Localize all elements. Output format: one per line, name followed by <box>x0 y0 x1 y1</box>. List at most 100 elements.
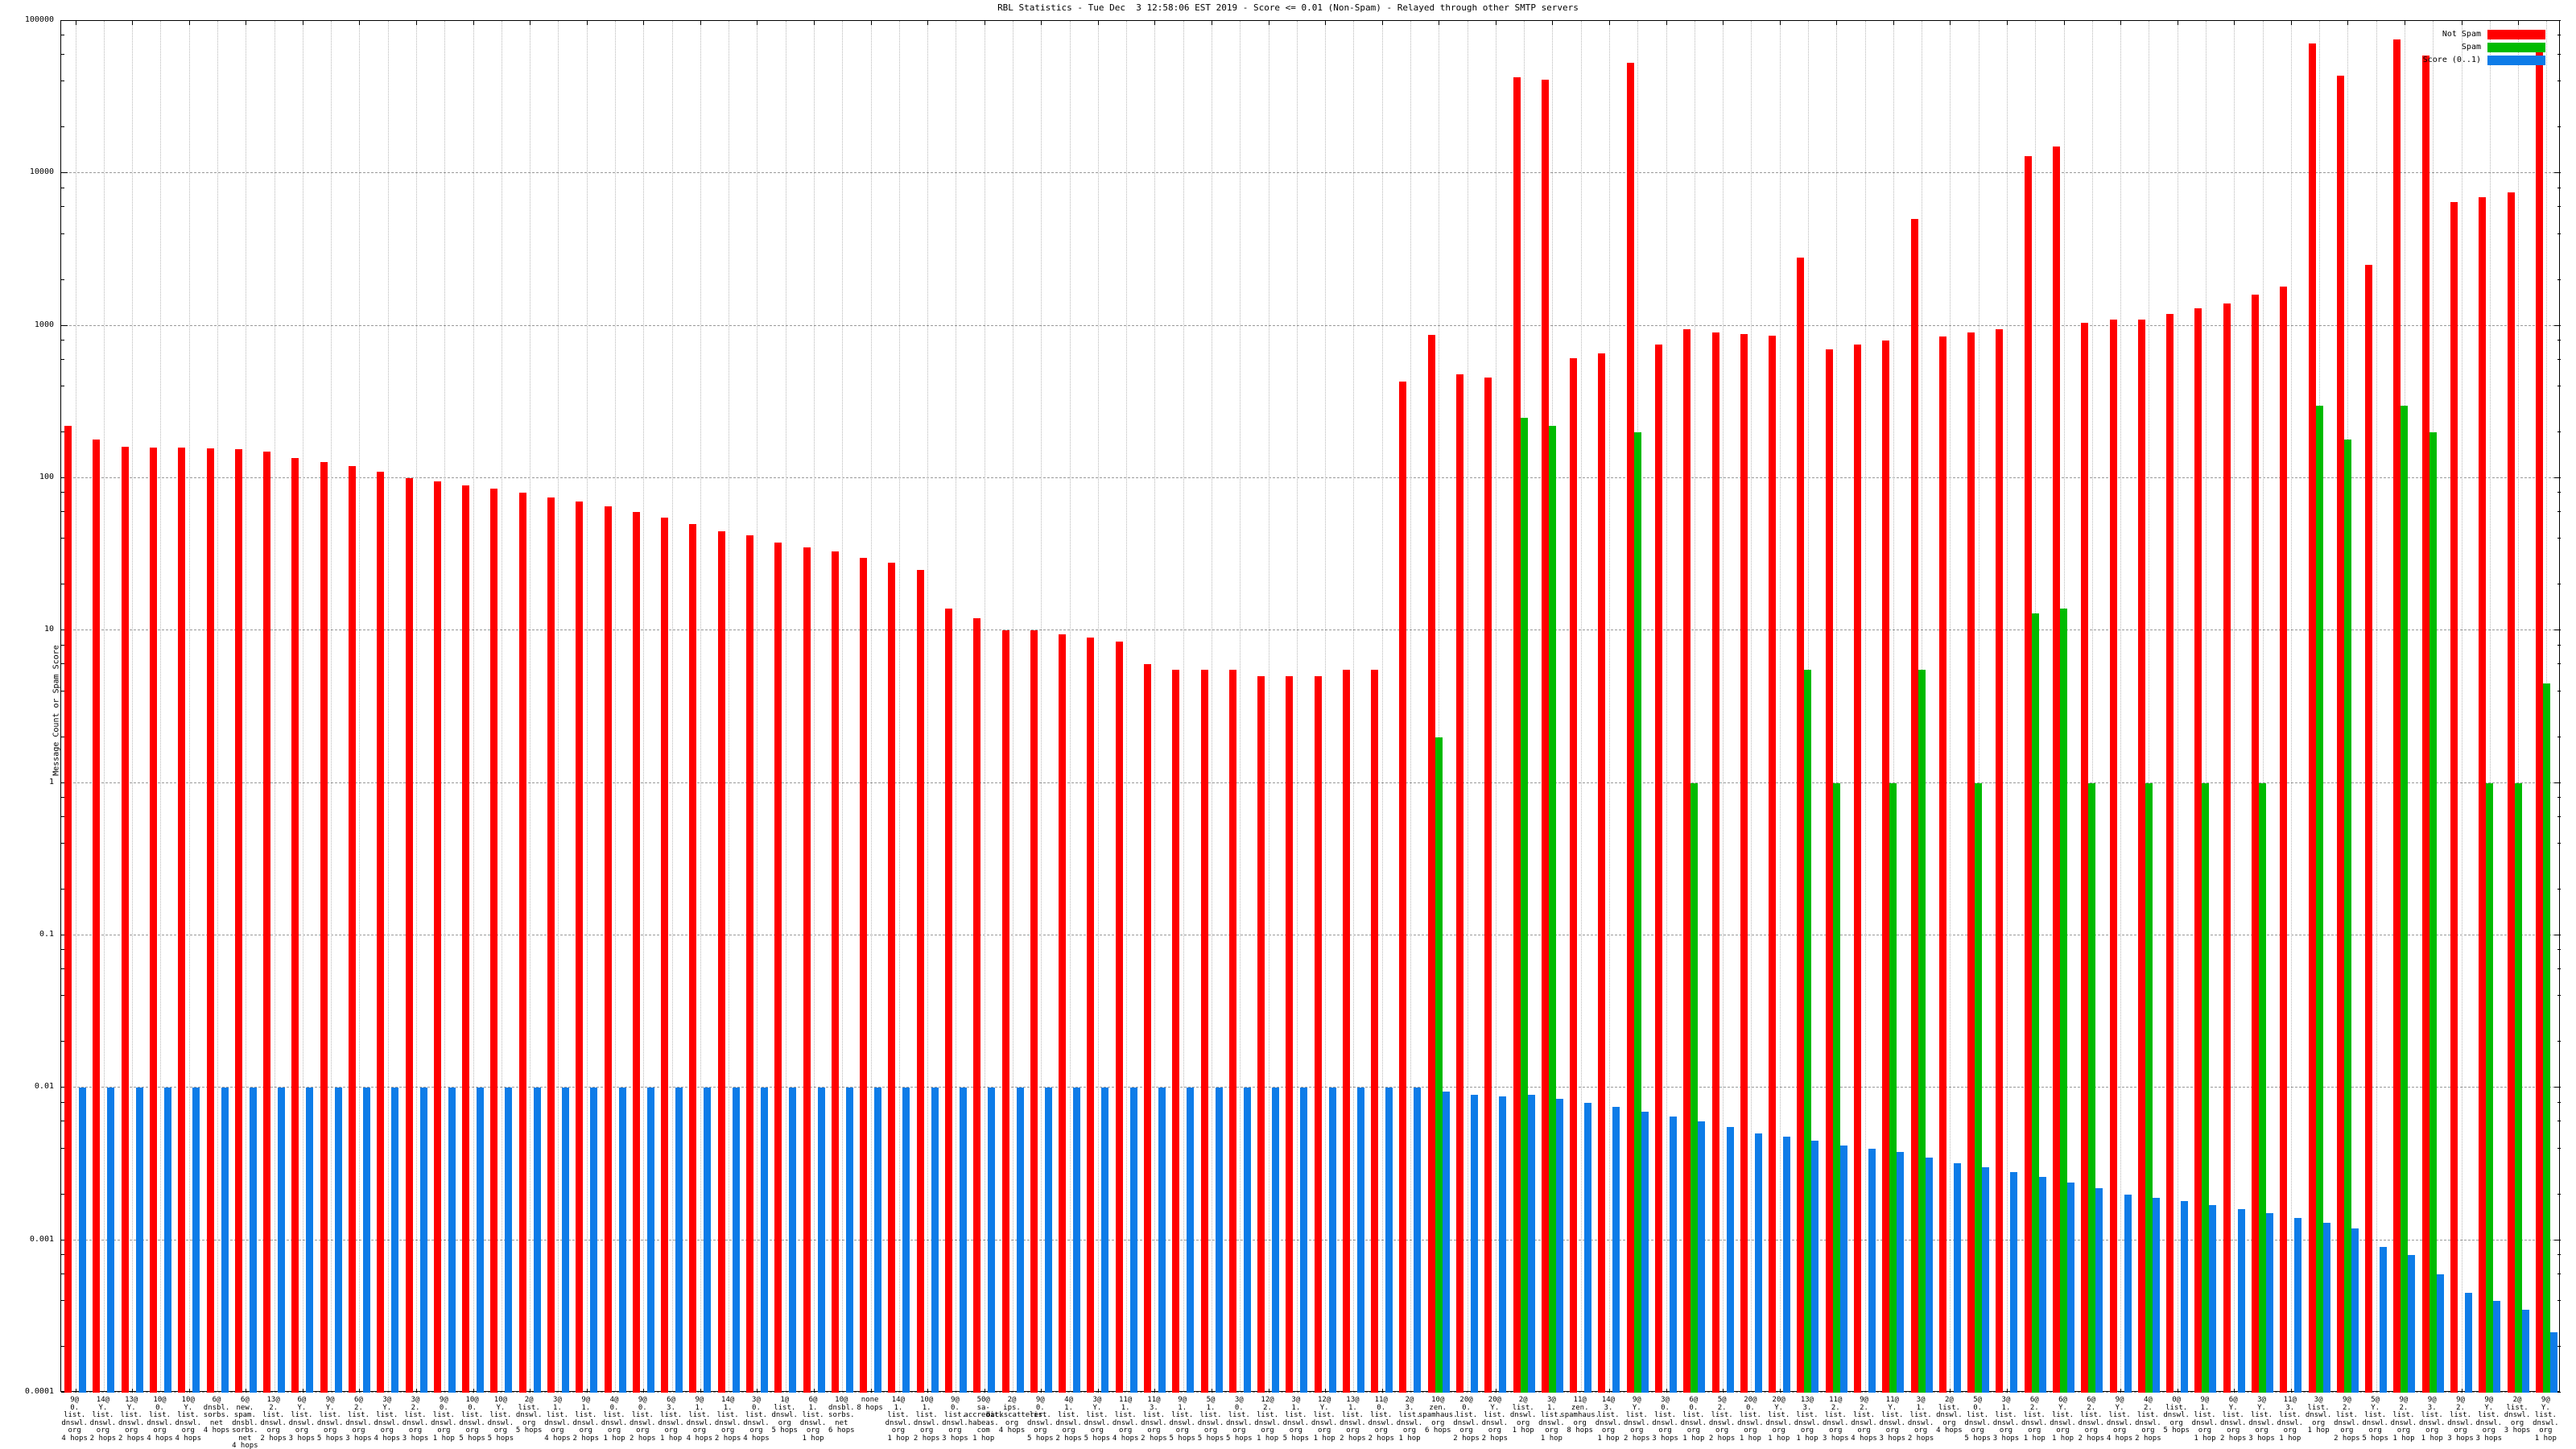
x-tick <box>132 21 134 25</box>
y-tick-label: 0.1 <box>39 930 54 939</box>
y-minor-tick <box>2557 1193 2561 1195</box>
bar-spam <box>2514 782 2522 1393</box>
bar-spam <box>1804 670 1812 1393</box>
y-major-tick <box>2554 477 2561 478</box>
bar-not-spam <box>206 448 214 1393</box>
y-minor-tick <box>2557 889 2561 890</box>
bar-score <box>249 1088 257 1393</box>
x-tick-label: 3@ 1. list. dnswl. org 1 hop <box>1538 1396 1565 1443</box>
bar-not-spam <box>1711 332 1719 1393</box>
bar-score <box>163 1088 171 1393</box>
v-gridline <box>643 21 645 1391</box>
bar-not-spam <box>2024 155 2032 1393</box>
x-tick-label: 1@ list. dnswl. org 5 hops <box>771 1396 798 1435</box>
bar-not-spam <box>1769 336 1777 1393</box>
bar-score <box>2124 1194 2132 1393</box>
y-major-tick <box>2554 172 2561 174</box>
legend-swatch-spam <box>2487 43 2545 52</box>
x-tick <box>814 21 815 25</box>
x-tick-label: 3@ 1. list. dnswl. org 3 hops <box>1992 1396 2020 1443</box>
bar-not-spam <box>576 502 584 1393</box>
legend-swatch-score <box>2487 56 2545 65</box>
x-tick-label: 9@ 1. list. dnswl. org 4 hops <box>686 1396 713 1443</box>
bar-score <box>675 1088 683 1393</box>
y-minor-tick <box>61 340 64 341</box>
bar-score <box>192 1088 200 1393</box>
bar-score <box>2237 1209 2245 1393</box>
bar-score <box>1925 1157 1933 1393</box>
x-tick <box>1723 1389 1724 1393</box>
x-tick <box>416 21 418 25</box>
bar-score <box>1328 1088 1336 1393</box>
y-major-tick <box>61 477 68 478</box>
x-tick-label: 10@ Y. list. dnswl. org 4 hops <box>175 1396 202 1443</box>
x-tick <box>2120 21 2122 25</box>
bar-score <box>1215 1088 1223 1393</box>
bar-score <box>1897 1151 1905 1393</box>
x-tick-label: 11@ 0. list. dnswl. org 2 hops <box>1368 1396 1394 1443</box>
bar-not-spam <box>1683 328 1691 1393</box>
x-tick <box>870 1389 872 1393</box>
x-tick-label: 10@ dnsbl. sorbs. net 6 hops <box>828 1396 855 1435</box>
h-gridline <box>61 1087 2559 1088</box>
bar-score <box>561 1088 569 1393</box>
x-tick-label: 3@ 2. list. dnswl. org 3 hops <box>402 1396 429 1443</box>
y-major-tick <box>61 1087 68 1088</box>
y-minor-tick <box>61 538 64 539</box>
x-tick <box>870 21 872 25</box>
bar-score <box>278 1088 286 1393</box>
bar-score <box>1953 1163 1961 1393</box>
v-gridline <box>1580 21 1582 1391</box>
bar-not-spam <box>888 562 896 1393</box>
x-tick-label: 3@ Y. list. dnswl. org 4 hops <box>374 1396 401 1443</box>
bar-score <box>1868 1148 1876 1393</box>
x-tick-label: 9@ 1. list. dnswl. org 5 hops <box>1169 1396 1195 1443</box>
bar-not-spam <box>320 461 328 1393</box>
bar-not-spam <box>1882 341 1890 1393</box>
x-tick-label: 3@ 0. list. dnswl. org 5 hops <box>1226 1396 1253 1443</box>
bar-score <box>221 1088 229 1393</box>
bar-not-spam <box>2280 287 2288 1393</box>
y-minor-tick <box>61 54 64 55</box>
bar-not-spam <box>377 472 385 1393</box>
bar-not-spam <box>2393 39 2401 1393</box>
x-tick-label: 5@ Y. list. dnswl. org 5 hops <box>2362 1396 2388 1443</box>
x-tick-label: 2@ ips. backscatterer. org 4 hops <box>986 1396 1047 1435</box>
bar-not-spam <box>1910 219 1918 1393</box>
bar-not-spam <box>2507 192 2515 1393</box>
y-minor-tick <box>61 1147 64 1149</box>
bar-score <box>1044 1088 1052 1393</box>
bar-score <box>448 1088 456 1393</box>
x-tick <box>757 21 758 25</box>
x-tick-label: 3@ 0. list. dnswl. org 3 hops <box>1652 1396 1678 1443</box>
bar-not-spam <box>1541 80 1549 1393</box>
bar-not-spam <box>2053 146 2061 1393</box>
bar-score <box>1527 1094 1535 1393</box>
bar-score <box>1499 1096 1507 1393</box>
y-minor-tick <box>61 968 64 969</box>
legend-label-not-spam: Not Spam <box>2442 30 2481 39</box>
bar-not-spam <box>1825 349 1833 1393</box>
x-tick-label: 14@ 1. list. dnswl. org 1 hop <box>885 1396 912 1443</box>
bar-not-spam <box>1740 334 1748 1393</box>
x-tick <box>757 1389 758 1393</box>
x-tick <box>416 1389 418 1393</box>
legend-entry-spam: Spam <box>2399 43 2576 53</box>
y-minor-tick <box>2557 644 2561 646</box>
x-tick <box>2290 21 2292 25</box>
bar-not-spam <box>632 512 640 1393</box>
y-minor-tick <box>61 279 64 280</box>
h-gridline <box>61 477 2559 478</box>
x-tick-label: 9@ 1. list. dnswl. org 2 hops <box>572 1396 599 1443</box>
x-tick-label: 9@ 2. list. dnswl. org 3 hops <box>2447 1396 2474 1443</box>
v-gridline <box>2489 21 2491 1391</box>
bar-not-spam <box>149 448 157 1393</box>
x-tick <box>927 21 929 25</box>
bar-not-spam <box>547 497 555 1393</box>
x-tick-label: 20@ 0. list. dnswl. org 1 hop <box>1737 1396 1764 1443</box>
bar-not-spam <box>1456 374 1464 1393</box>
bar-not-spam <box>1342 670 1350 1393</box>
v-gridline <box>132 21 134 1391</box>
v-gridline <box>1097 21 1099 1391</box>
y-major-tick <box>2554 20 2561 21</box>
